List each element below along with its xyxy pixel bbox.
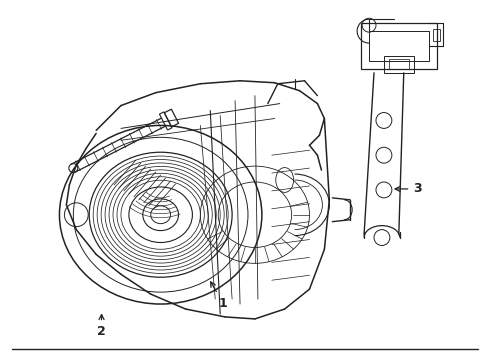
- Text: 1: 1: [211, 282, 227, 310]
- Text: 3: 3: [395, 183, 422, 195]
- Text: 2: 2: [97, 315, 106, 338]
- Polygon shape: [361, 23, 437, 69]
